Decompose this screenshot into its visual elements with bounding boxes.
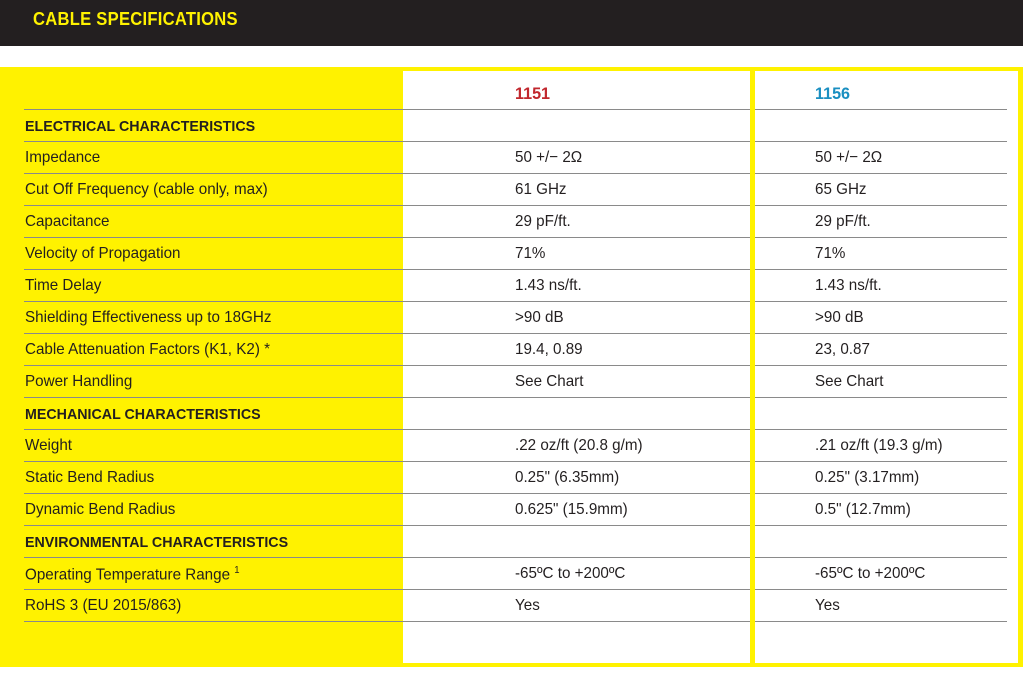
divider — [755, 333, 1007, 334]
divider — [755, 621, 1007, 622]
divider — [755, 525, 1007, 526]
value-1151: See Chart — [515, 373, 584, 390]
divider — [755, 237, 1007, 238]
divider — [755, 173, 1007, 174]
divider — [24, 237, 750, 238]
value-1151: >90 dB — [515, 309, 564, 326]
divider — [24, 365, 750, 366]
value-1156: .21 oz/ft (19.3 g/m) — [815, 437, 943, 454]
divider — [24, 173, 750, 174]
table-row: Dynamic Bend Radius 0.625" (15.9mm) 0.5" (… — [24, 494, 1007, 526]
divider — [24, 397, 750, 398]
column-panel-1156 — [755, 71, 1018, 663]
value-1151: .22 oz/ft (20.8 g/m) — [515, 437, 643, 454]
divider — [755, 141, 1007, 142]
value-1156: 29 pF/ft. — [815, 213, 871, 230]
column-header-1151: 1151 — [515, 84, 551, 103]
table-row: Time Delay 1.43 ns/ft. 1.43 ns/ft. — [24, 270, 1007, 302]
value-1151: 1.43 ns/ft. — [515, 277, 582, 294]
page-title: CABLE SPECIFICATIONS — [33, 9, 238, 29]
value-1156: 1.43 ns/ft. — [815, 277, 882, 294]
value-1156: >90 dB — [815, 309, 864, 326]
value-1151: 0.25" (6.35mm) — [515, 469, 620, 486]
value-1151: 61 GHz — [515, 181, 567, 198]
value-1156: 65 GHz — [815, 181, 867, 198]
table-row: Weight .22 oz/ft (20.8 g/m) .21 oz/ft (19.… — [24, 430, 1007, 462]
divider — [24, 333, 750, 334]
divider — [24, 269, 750, 270]
divider — [755, 493, 1007, 494]
table-row: Impedance 50 +/− 2Ω 50 +/− 2Ω — [24, 142, 1007, 174]
row-label: Cut Off Frequency (cable only, max) — [25, 181, 268, 198]
value-1151: 71% — [515, 245, 546, 262]
table-row: RoHS 3 (EU 2015/863) Yes Yes — [24, 590, 1007, 622]
row-label: Capacitance — [25, 213, 110, 230]
divider — [24, 621, 750, 622]
value-1156: See Chart — [815, 373, 884, 390]
divider — [24, 205, 750, 206]
divider — [755, 269, 1007, 270]
value-1156: Yes — [815, 597, 840, 614]
value-1156: 0.25" (3.17mm) — [815, 469, 920, 486]
divider — [755, 461, 1007, 462]
row-label: Cable Attenuation Factors (K1, K2) * — [25, 341, 271, 358]
value-1151: -65ºC to +200ºC — [515, 565, 626, 582]
value-1156: -65ºC to +200ºC — [815, 565, 926, 582]
divider — [24, 589, 750, 590]
row-label: Dynamic Bend Radius — [25, 501, 176, 518]
row-label: Velocity of Propagation — [25, 245, 181, 262]
divider — [24, 429, 750, 430]
header-bar: CABLE SPECIFICATIONS — [0, 0, 1023, 46]
value-1156: 23, 0.87 — [815, 341, 870, 358]
section-header-row: MECHANICAL CHARACTERISTICS — [24, 398, 1007, 430]
value-1151: 0.625" (15.9mm) — [515, 501, 628, 518]
table-row: Cut Off Frequency (cable only, max) 61 GH… — [24, 174, 1007, 206]
divider — [755, 557, 1007, 558]
footnote-marker: 1 — [234, 565, 240, 576]
value-1156: 50 +/− 2Ω — [815, 149, 883, 166]
section-header-row: ELECTRICAL CHARACTERISTICS — [24, 110, 1007, 142]
column-header-row: 1151 1156 — [24, 78, 1007, 110]
table-row: Velocity of Propagation 71% 71% — [24, 238, 1007, 270]
divider — [24, 557, 750, 558]
row-label: Static Bend Radius — [25, 469, 155, 486]
value-1156: 71% — [815, 245, 846, 262]
section-header-row: ENVIRONMENTAL CHARACTERISTICS — [24, 526, 1007, 558]
divider — [755, 365, 1007, 366]
divider — [755, 397, 1007, 398]
value-1151: 19.4, 0.89 — [515, 341, 583, 358]
divider — [755, 589, 1007, 590]
row-label: RoHS 3 (EU 2015/863) — [25, 597, 182, 614]
divider — [24, 461, 750, 462]
divider — [24, 525, 750, 526]
divider — [24, 301, 750, 302]
row-label: Power Handling — [25, 373, 133, 390]
row-label: Operating Temperature Range 1 — [25, 565, 240, 584]
divider — [24, 141, 750, 142]
table-row: Static Bend Radius 0.25" (6.35mm) 0.25" (3… — [24, 462, 1007, 494]
row-label: Shielding Effectiveness up to 18GHz — [25, 309, 272, 326]
divider — [755, 429, 1007, 430]
row-label: Weight — [25, 437, 73, 454]
row-label: ELECTRICAL CHARACTERISTICS — [25, 118, 256, 135]
table-row: Capacitance 29 pF/ft. 29 pF/ft. — [24, 206, 1007, 238]
row-label: ENVIRONMENTAL CHARACTERISTICS — [25, 534, 289, 551]
table-row: Operating Temperature Range 1 -65ºC to +2… — [24, 558, 1007, 590]
divider — [755, 205, 1007, 206]
value-1156: 0.5" (12.7mm) — [815, 501, 911, 518]
column-header-1156: 1156 — [815, 84, 851, 103]
column-panel-1151 — [403, 71, 750, 663]
value-1151: Yes — [515, 597, 540, 614]
value-1151: 29 pF/ft. — [515, 213, 571, 230]
divider — [24, 493, 750, 494]
table-row: Cable Attenuation Factors (K1, K2) * 19.4… — [24, 334, 1007, 366]
divider — [755, 301, 1007, 302]
row-label: Impedance — [25, 149, 101, 166]
table-row: Shielding Effectiveness up to 18GHz >90 d… — [24, 302, 1007, 334]
row-label: Time Delay — [25, 277, 102, 294]
row-label: MECHANICAL CHARACTERISTICS — [25, 406, 261, 423]
table-row: Power Handling See Chart See Chart — [24, 366, 1007, 398]
value-1151: 50 +/− 2Ω — [515, 149, 583, 166]
